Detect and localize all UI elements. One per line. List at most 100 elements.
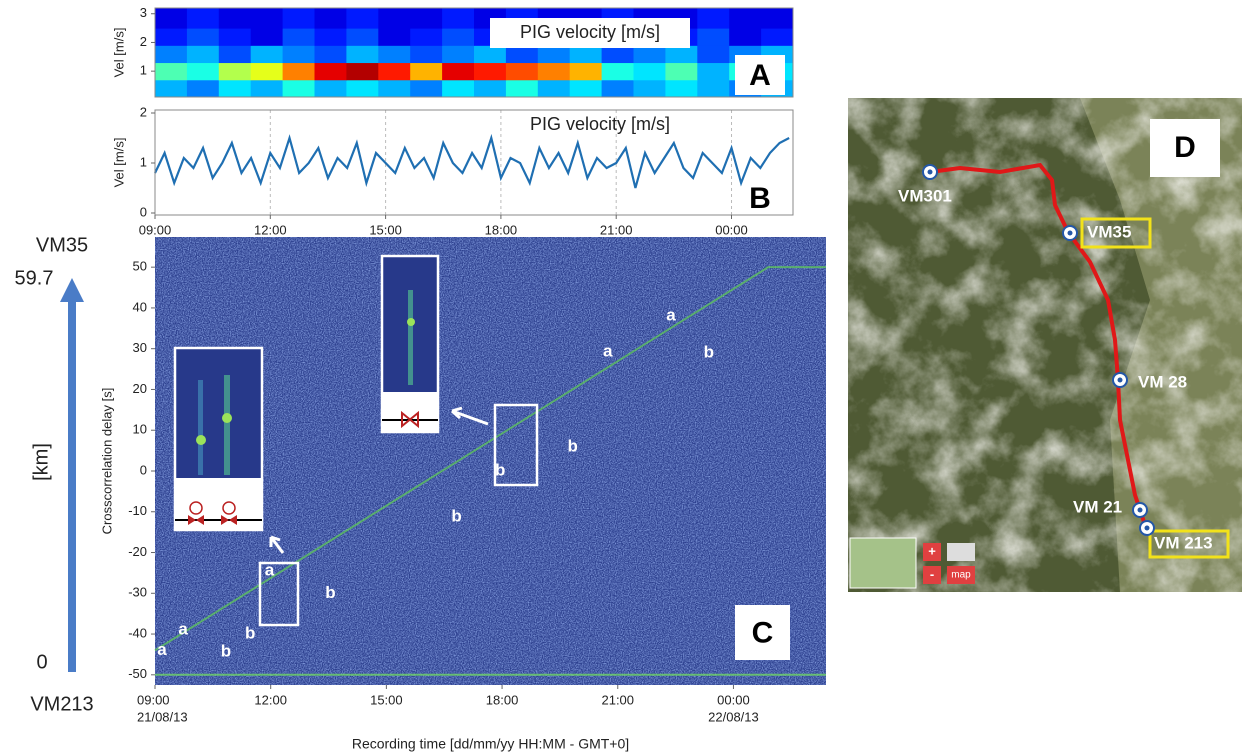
y-tick-label: 0 <box>140 204 147 219</box>
heatmap-cell <box>442 45 474 63</box>
y-tick-label: 40 <box>133 299 147 314</box>
heatmap-cell <box>187 63 219 81</box>
page: {"chart_data": [ {"type": "heatmap", "ti… <box>0 0 1242 756</box>
y-tick-label: 30 <box>133 340 147 355</box>
heatmap-cell <box>697 8 729 29</box>
heatmap-cell <box>665 80 697 98</box>
heatmap-cell <box>346 63 378 81</box>
y-tick-label: 2 <box>140 34 147 49</box>
y-tick-label: -40 <box>128 625 147 640</box>
annotation: b <box>221 641 231 660</box>
annotation: a <box>178 619 188 638</box>
y-tick-label: -30 <box>128 585 147 600</box>
heatmap-cell <box>410 28 442 46</box>
y-tick-label: 50 <box>133 259 147 274</box>
heatmap-cell <box>634 80 666 98</box>
inset-spot <box>222 413 232 423</box>
panel-label: D <box>1174 131 1196 164</box>
heatmap-cell <box>251 45 283 63</box>
x-date-label: 22/08/13 <box>708 709 759 724</box>
heatmap <box>155 8 794 98</box>
layer-button[interactable] <box>947 543 975 561</box>
heatmap-cell <box>155 63 187 81</box>
distance-arrow-head <box>60 278 84 302</box>
heatmap-cell <box>378 63 410 81</box>
x-tick-label: 00:00 <box>717 692 750 707</box>
heatmap-cell <box>187 45 219 63</box>
plot-frame <box>155 110 793 215</box>
heatmap-cell <box>219 80 251 98</box>
heatmap-cell <box>538 80 570 98</box>
heatmap-cell <box>761 8 793 29</box>
heatmap-cell <box>187 8 219 29</box>
y-tick-label: -50 <box>128 666 147 681</box>
zoom-out-label: - <box>930 566 934 581</box>
x-tick-label: 15:00 <box>370 692 403 707</box>
annotation: b <box>704 342 714 361</box>
heatmap-cell <box>346 8 378 29</box>
station-label: VM 21 <box>1073 497 1122 516</box>
heatmap-cell <box>219 28 251 46</box>
heatmap-cell <box>155 8 187 29</box>
y-tick-label: 3 <box>140 5 147 20</box>
heatmap-cell <box>219 8 251 29</box>
heatmap-cell <box>506 80 538 98</box>
station-marker-dot <box>1145 526 1150 531</box>
x-tick-label: 12:00 <box>254 222 287 237</box>
heatmap-cell <box>283 28 315 46</box>
y-tick-label: 1 <box>140 63 147 78</box>
y-tick-label: 1 <box>140 154 147 169</box>
heatmap-cell <box>378 8 410 29</box>
inset-trace <box>408 290 413 385</box>
heatmap-cell <box>442 80 474 98</box>
heatmap-cell <box>410 63 442 81</box>
zoom-in-label: + <box>928 543 936 558</box>
heatmap-cell <box>410 8 442 29</box>
heatmap-cell <box>346 45 378 63</box>
heatmap-cell <box>634 63 666 81</box>
station-marker-dot <box>1118 378 1123 383</box>
annotation: a <box>603 341 613 360</box>
heatmap-cell <box>346 80 378 98</box>
data-line <box>155 138 789 188</box>
heatmap-cell <box>155 80 187 98</box>
heatmap-cell <box>315 63 347 81</box>
heatmap-cell <box>155 45 187 63</box>
heatmap-cell <box>410 45 442 63</box>
inset-spot <box>407 318 415 326</box>
heatmap-cell <box>251 28 283 46</box>
x-date-label: 21/08/13 <box>137 709 188 724</box>
heatmap-cell <box>410 80 442 98</box>
station-label: VM301 <box>898 186 952 205</box>
heatmap-cell <box>697 45 729 63</box>
inset-trace <box>198 380 203 475</box>
heatmap-cell <box>474 80 506 98</box>
y-tick-label: 20 <box>133 381 147 396</box>
heatmap-cell <box>251 63 283 81</box>
heatmap-cell <box>155 28 187 46</box>
heatmap-cell <box>570 63 602 81</box>
y-tick-label: 0 <box>140 462 147 477</box>
station-label: VM35 <box>1087 222 1131 241</box>
x-tick-label: 15:00 <box>369 222 402 237</box>
y-axis-label: Crosscorrelation delay [s] <box>99 388 114 535</box>
annotation: a <box>666 306 676 325</box>
heatmap-cell <box>665 63 697 81</box>
heatmap-cell <box>251 80 283 98</box>
heatmap-cell <box>602 63 634 81</box>
station-label: VM 28 <box>1138 372 1187 391</box>
distance-unit: [km] <box>30 443 52 481</box>
annotation: b <box>451 507 461 526</box>
heatmap-cell <box>187 80 219 98</box>
heatmap-cell <box>187 28 219 46</box>
heatmap-cell <box>315 80 347 98</box>
y-tick-label: -10 <box>128 503 147 518</box>
station-marker-dot <box>928 170 933 175</box>
heatmap-cell <box>315 8 347 29</box>
heatmap-cell <box>283 63 315 81</box>
heatmap-cell <box>219 63 251 81</box>
x-tick-label: 12:00 <box>254 692 287 707</box>
chart-title: PIG velocity [m/s] <box>520 22 660 42</box>
heatmap-cell <box>570 80 602 98</box>
annotation: b <box>567 436 577 455</box>
